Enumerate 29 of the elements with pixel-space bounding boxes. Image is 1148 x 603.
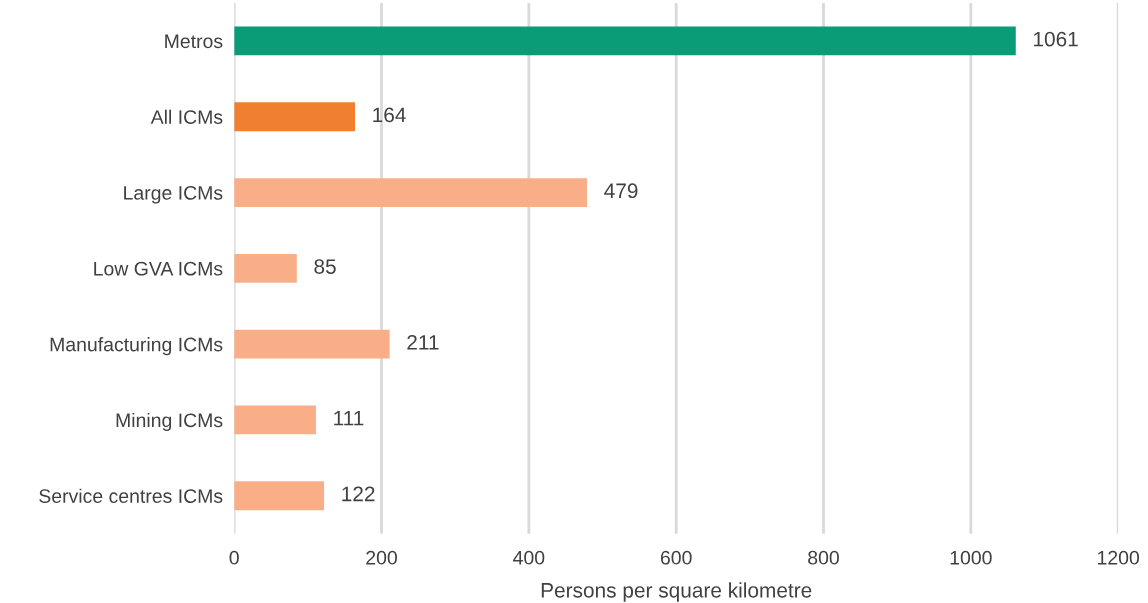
x-tick-label: 400 <box>513 550 545 565</box>
y-tick-label: Service centres ICMs <box>39 488 223 503</box>
data-label: 111 <box>334 411 364 426</box>
bar <box>234 329 390 359</box>
y-tick-label: Large ICMs <box>124 186 223 204</box>
bar <box>234 405 316 435</box>
x-tick-label: 1000 <box>950 550 992 565</box>
bar <box>234 26 1016 56</box>
bar <box>234 253 297 283</box>
y-tick-label: Manufacturing ICMs <box>50 337 223 356</box>
y-tick-label: Mining ICMs <box>116 412 223 432</box>
y-tick-label: Low GVA ICMs <box>94 261 223 276</box>
bar <box>234 102 355 132</box>
data-label: 164 <box>373 107 406 123</box>
x-tick-label: 1200 <box>1098 550 1140 565</box>
x-tick-label: 800 <box>808 550 839 565</box>
bar <box>234 481 325 511</box>
x-tick-label: 0 <box>229 550 239 565</box>
x-axis-title: Persons per square kilometre <box>541 582 812 602</box>
y-tick-label: All ICMs <box>150 109 223 124</box>
data-label: 85 <box>314 259 336 274</box>
bar <box>234 178 588 207</box>
data-label: 122 <box>342 486 375 502</box>
x-tick-label: 600 <box>660 550 692 565</box>
y-tick-label: Metros <box>165 34 223 49</box>
data-label: 479 <box>604 183 638 199</box>
data-label: 1061 <box>1034 31 1078 47</box>
x-tick-label: 200 <box>366 550 397 565</box>
data-label: 211 <box>407 334 439 350</box>
